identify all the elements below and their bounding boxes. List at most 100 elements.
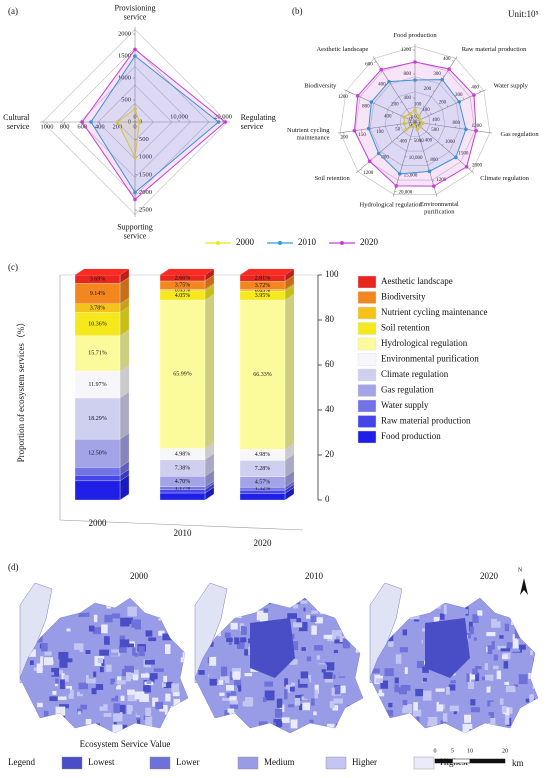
- map-cell: [470, 699, 476, 706]
- map-cell: [436, 701, 444, 712]
- series-point: [355, 94, 360, 98]
- map-cell: [291, 682, 296, 686]
- tick-mark: [432, 90, 435, 92]
- map-cell: [159, 704, 168, 715]
- map-cell: [486, 685, 491, 693]
- map-cell: [402, 699, 408, 706]
- map-cell: [127, 606, 137, 617]
- map-cell: [310, 615, 317, 623]
- map-cell: [433, 616, 440, 624]
- map-cell: [226, 692, 231, 700]
- frame: [59, 275, 304, 531]
- map-cell: [324, 662, 335, 671]
- map-cell: [486, 632, 496, 637]
- tick-label: 2500: [139, 206, 152, 213]
- axis-line: [372, 56, 416, 123]
- map-cell: [238, 700, 243, 709]
- map-cell: [152, 697, 159, 707]
- map-cell: [208, 729, 217, 733]
- map-cell: [481, 661, 492, 665]
- map-cell: [326, 723, 335, 733]
- tick-mark: [463, 97, 465, 100]
- map-cell: [519, 619, 523, 628]
- map-cell: [85, 649, 91, 655]
- map-cell: [255, 598, 261, 604]
- map-cell: [398, 687, 407, 695]
- map-cell: [157, 711, 165, 720]
- map-cell: [493, 614, 498, 621]
- map-cell: [360, 716, 363, 724]
- map-cell: [105, 664, 112, 672]
- tick-label: 1000: [139, 154, 152, 161]
- map-cell: [491, 618, 501, 628]
- map-cell: [304, 623, 315, 628]
- map-cell: [311, 625, 317, 635]
- map-cell: [339, 636, 346, 643]
- map-cell: [448, 684, 456, 691]
- bar-top: [75, 269, 129, 275]
- bar-top: [160, 269, 214, 275]
- tick-label: 400: [443, 57, 451, 62]
- map-cell: [97, 657, 104, 664]
- map-cell: [364, 612, 370, 619]
- legend-marker: [340, 241, 344, 245]
- map-cell: [359, 702, 363, 712]
- bar-segment: [159, 492, 206, 501]
- map-cell: [186, 613, 188, 618]
- map-cell: [532, 679, 538, 689]
- axis-label: Raw material production: [462, 46, 527, 53]
- map-cell: [416, 660, 425, 669]
- map-cell: [217, 631, 221, 637]
- map-cell: [400, 598, 408, 601]
- map-cell: [43, 710, 49, 717]
- map-cell: [484, 663, 488, 671]
- tick-mark: [452, 60, 455, 62]
- map-cell: [104, 636, 110, 645]
- map-cell: [112, 613, 121, 619]
- map-cell: [240, 701, 246, 707]
- panel-label: (a): [8, 6, 18, 16]
- bar-segment: [74, 467, 121, 476]
- tick-label: 400: [95, 123, 105, 130]
- map-cell: [155, 701, 164, 709]
- map-cell: [436, 598, 441, 606]
- map-cell: [486, 586, 492, 594]
- map-cell: [246, 592, 254, 598]
- north-arrow: [520, 578, 528, 595]
- map-cell: [492, 665, 499, 670]
- map-cell: [154, 679, 163, 689]
- map-cell: [519, 644, 526, 650]
- map-cell: [181, 628, 185, 638]
- map-cell: [59, 704, 69, 709]
- tick-label: 200: [391, 103, 399, 108]
- map-cell: [532, 621, 538, 632]
- map-cell: [500, 648, 511, 652]
- map-cell: [133, 593, 139, 597]
- map-cell: [528, 672, 535, 679]
- map-cell: [481, 635, 485, 645]
- map-cell: [86, 612, 90, 617]
- tick-mark: [479, 90, 481, 93]
- map-cell: [99, 649, 110, 656]
- map-cell: [295, 598, 301, 605]
- map-cell: [145, 716, 153, 727]
- map-cell: [314, 645, 323, 651]
- map-cell: [58, 651, 69, 660]
- tick-mark: [360, 168, 363, 171]
- map-cell: [316, 655, 321, 660]
- map-cell: [264, 681, 274, 687]
- map-cell: [516, 668, 527, 673]
- map-cell: [69, 598, 75, 601]
- map-cell: [169, 599, 178, 604]
- map-cell: [357, 619, 363, 624]
- axis-label: Soil retention: [314, 175, 350, 182]
- map-cell: [302, 702, 310, 711]
- x-tick-label: 2020: [254, 538, 273, 548]
- map-cell: [522, 656, 528, 661]
- tick-label: 0: [411, 125, 414, 130]
- map-cell: [37, 720, 45, 730]
- map-cell: [134, 652, 138, 657]
- value-label: 15.71%: [88, 351, 107, 357]
- tick-label: 500: [431, 128, 439, 133]
- legend-marker: [278, 241, 282, 245]
